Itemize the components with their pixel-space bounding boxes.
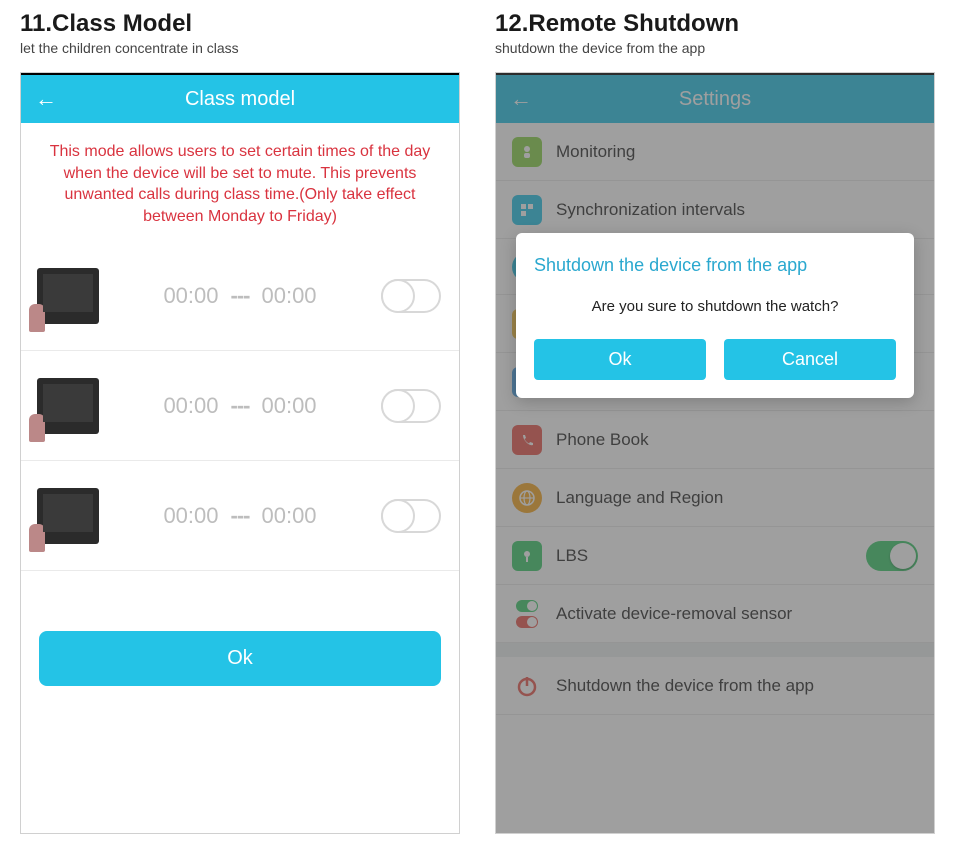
back-icon[interactable]: ← [35,88,57,110]
modal-ok-button[interactable]: Ok [534,339,706,380]
time-dash: --- [231,393,250,419]
modal-title: Shutdown the device from the app [534,255,896,276]
phone-frame-right: ← Settings Monitoring Synchronization in… [495,72,935,834]
titlebar: ← Class model [21,75,459,123]
end-time: 00:00 [261,503,316,529]
section-subheading: let the children concentrate in class [20,40,465,56]
class-mode-description: This mode allows users to set certain ti… [21,123,459,241]
start-time: 00:00 [163,503,218,529]
time-dash: --- [231,283,250,309]
time-dash: --- [231,503,250,529]
phone-frame-left: ← Class model This mode allows users to … [20,72,460,834]
time-slot-row[interactable]: 00:00 --- 00:00 [21,351,459,461]
section-heading: Class Model [52,10,192,37]
slot-toggle[interactable] [381,499,441,533]
time-range[interactable]: 00:00 --- 00:00 [99,393,381,419]
time-range[interactable]: 00:00 --- 00:00 [99,503,381,529]
time-slot-row[interactable]: 00:00 --- 00:00 [21,461,459,571]
time-range[interactable]: 00:00 --- 00:00 [99,283,381,309]
blackboard-icon [37,488,99,544]
section-subheading: shutdown the device from the app [495,40,940,56]
slot-toggle[interactable] [381,389,441,423]
end-time: 00:00 [261,283,316,309]
slot-toggle[interactable] [381,279,441,313]
panel-class-model: 11.Class Model let the children concentr… [20,10,465,834]
panel-remote-shutdown: 12.Remote Shutdown shutdown the device f… [495,10,940,834]
start-time: 00:00 [163,283,218,309]
modal-text: Are you sure to shutdown the watch? [534,298,896,315]
panel-header-left: 11.Class Model let the children concentr… [20,10,465,56]
section-heading: Remote Shutdown [528,10,739,37]
ok-button[interactable]: Ok [39,631,441,686]
modal-overlay[interactable] [496,73,934,833]
screen-title: Class model [21,88,459,111]
panel-header-right: 12.Remote Shutdown shutdown the device f… [495,10,940,56]
modal-cancel-button[interactable]: Cancel [724,339,896,380]
shutdown-modal: Shutdown the device from the app Are you… [516,233,914,398]
start-time: 00:00 [163,393,218,419]
modal-buttons: Ok Cancel [534,339,896,380]
end-time: 00:00 [261,393,316,419]
blackboard-icon [37,268,99,324]
time-slot-row[interactable]: 00:00 --- 00:00 [21,241,459,351]
section-number: 12. [495,10,528,37]
section-number: 11. [20,10,52,37]
blackboard-icon [37,378,99,434]
